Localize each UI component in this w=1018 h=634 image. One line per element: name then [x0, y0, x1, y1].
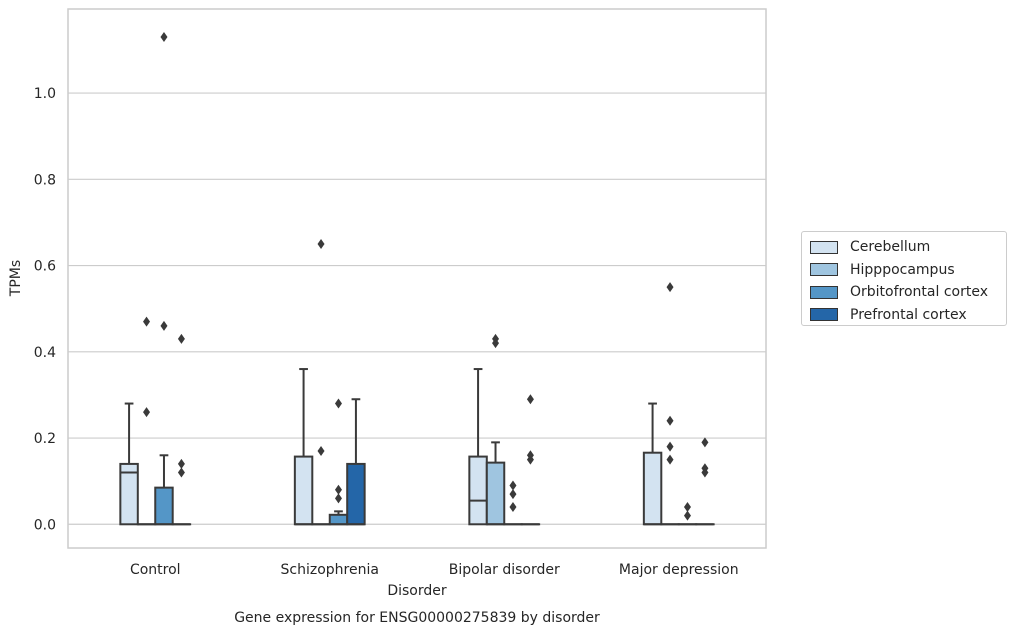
legend-swatch [810, 240, 838, 254]
x-tick-label: Control [130, 562, 181, 578]
outlier-point [160, 32, 168, 43]
x-axis-ticks: Control Schizophrenia Bipolar disorder Majo… [130, 562, 739, 578]
boxes [119, 32, 715, 526]
legend-swatch [810, 308, 838, 322]
box-rect [642, 451, 663, 526]
box-prefrontal-cortex [346, 398, 366, 526]
y-axis-label: TPMs [8, 260, 24, 297]
box-rect [119, 462, 139, 526]
legend-item: Orbitofrontal cortex [810, 281, 998, 304]
outlier-point [509, 502, 517, 513]
legend-swatch [810, 285, 838, 299]
box-orbitofrontal-cortex [328, 398, 349, 526]
box-rect [328, 513, 349, 526]
y-tick-label: 0.0 [34, 517, 56, 533]
legend-item: Prefrontal cortex [810, 304, 998, 327]
box-prefrontal-cortex [695, 437, 715, 526]
outlier-point [177, 467, 185, 478]
outlier-point [143, 316, 151, 327]
outlier-point [666, 441, 674, 452]
outlier-point [701, 437, 709, 448]
box-cerebellum [642, 402, 663, 526]
outlier-point [334, 493, 342, 504]
legend-label: Prefrontal cortex [850, 306, 967, 323]
chart-title: Gene expression for ENSG00000275839 by d… [234, 610, 600, 626]
box-prefrontal-cortex [520, 394, 541, 526]
outlier-point [143, 407, 151, 418]
outlier-point [683, 510, 691, 521]
outlier-point [526, 450, 534, 461]
x-tick-label: Major depression [619, 562, 739, 578]
x-tick-label: Schizophrenia [281, 562, 379, 578]
outlier-point [317, 239, 325, 250]
outlier-point [526, 394, 534, 405]
legend-swatch [810, 263, 838, 277]
y-tick-label: 0.8 [34, 172, 56, 188]
outlier-point [177, 333, 185, 344]
legend-label: Hipppocampus [850, 261, 955, 278]
x-tick-label: Bipolar disorder [449, 562, 560, 578]
box-hipppocampus [136, 316, 157, 526]
box-rect [485, 461, 506, 526]
outlier-point [177, 458, 185, 469]
outlier-point [666, 454, 674, 465]
box-orbitofrontal-cortex [154, 32, 174, 526]
outlier-point [334, 484, 342, 495]
box-prefrontal-cortex [171, 333, 192, 526]
outlier-point [683, 502, 691, 513]
outlier-point [334, 398, 342, 409]
legend-item: Cerebellum [810, 236, 998, 259]
y-tick-label: 0.6 [34, 259, 56, 275]
box-orbitofrontal-cortex [503, 480, 523, 526]
y-axis-ticks: 0.0 0.2 0.4 0.6 0.8 1.0 [34, 86, 56, 533]
outlier-point [509, 489, 517, 500]
x-axis-label: Disorder [387, 583, 447, 599]
outlier-point [317, 445, 325, 456]
legend-label: Orbitofrontal cortex [850, 284, 988, 301]
legend-label: Cerebellum [850, 239, 931, 256]
y-tick-label: 1.0 [34, 86, 56, 102]
box-cerebellum [293, 368, 314, 526]
legend-item: Hipppocampus [810, 259, 998, 282]
box-cerebellum [119, 402, 139, 526]
box-rect [468, 455, 488, 526]
outlier-point [160, 320, 168, 331]
box-rect [154, 486, 174, 526]
box-rect [293, 455, 314, 526]
box-cerebellum [468, 368, 488, 526]
y-tick-label: 0.4 [34, 345, 56, 361]
box-hipppocampus [311, 239, 331, 526]
outlier-point [509, 480, 517, 491]
legend: Cerebellum Hipppocampus Orbitofrontal cort… [801, 231, 1007, 326]
outlier-point [701, 463, 709, 474]
outlier-point [666, 415, 674, 426]
outlier-point [666, 282, 674, 293]
y-tick-label: 0.2 [34, 431, 56, 447]
box-orbitofrontal-cortex [677, 502, 698, 526]
box-rect [346, 462, 366, 526]
outlier-point [492, 333, 500, 344]
box-hipppocampus [485, 333, 506, 526]
